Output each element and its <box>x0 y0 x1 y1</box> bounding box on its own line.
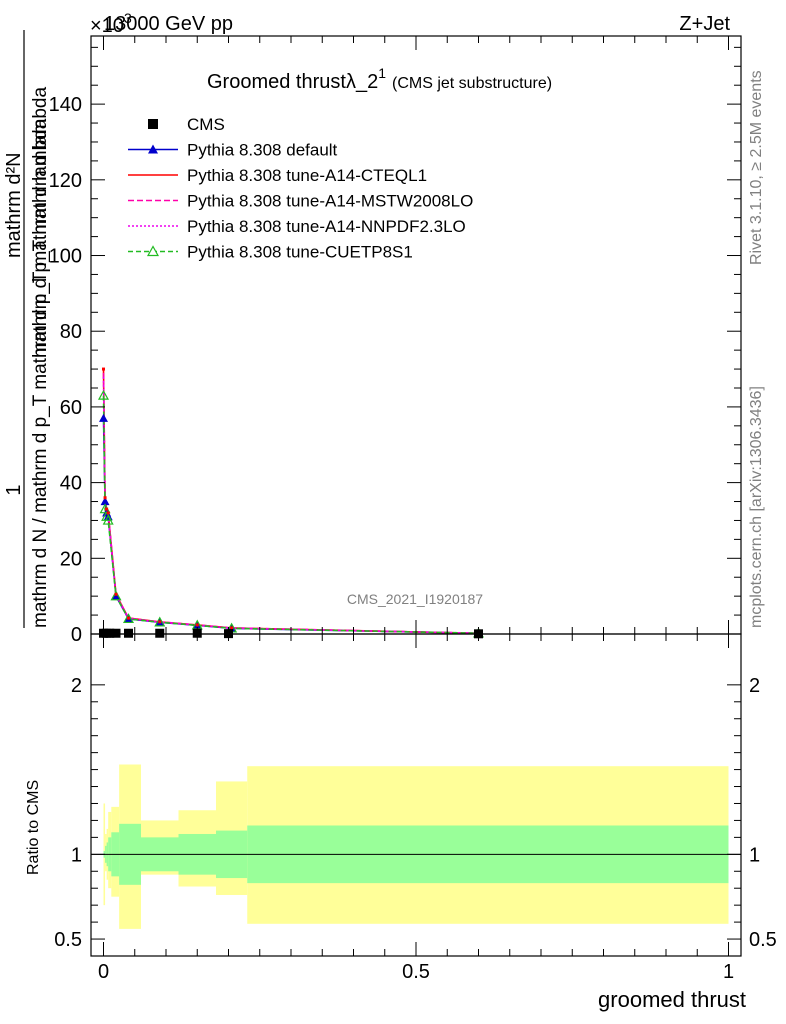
mcplots-label: mcplots.cern.ch [arXiv:1306.3436] <box>748 386 765 628</box>
cteql1-marker <box>105 507 109 511</box>
xlabel: groomed thrust <box>598 987 746 1012</box>
exponent-label: ×103 <box>90 10 132 37</box>
cms-data-point <box>124 628 133 638</box>
cuetp8s1-marker <box>97 389 110 400</box>
cteql1-marker <box>114 592 118 596</box>
ratio-ytick-label-left: 2 <box>71 675 82 697</box>
cms-data-point <box>111 628 121 638</box>
cteql1-marker <box>230 626 234 630</box>
cteql1-marker <box>127 616 130 620</box>
ylabel-frac2-den: mathrm d p_T mathrm d lambda <box>30 87 51 358</box>
cteql1-marker <box>106 511 110 515</box>
ylabel-frac1-den: mathrm d N / mathrm d p_T mathrm d p_T m… <box>30 118 51 628</box>
legend-label-5: Pythia 8.308 tune-CUETP8S1 <box>187 243 413 262</box>
xtick-label: 0 <box>98 961 109 983</box>
cuetp8s1-marker <box>102 514 114 525</box>
ratio-ytick-label-right: 2 <box>749 675 760 697</box>
main-ytick-label: 40 <box>60 473 82 495</box>
cms-data-point <box>105 628 115 638</box>
cms-data-point <box>155 628 165 638</box>
cteql1-marker <box>103 496 107 500</box>
ratio-ytick-label-right: 1 <box>749 844 760 866</box>
analysis-watermark: CMS_2021_I1920187 <box>347 591 483 607</box>
legend-label-1: Pythia 8.308 default <box>187 141 338 160</box>
xtick-label: 0.5 <box>402 961 430 983</box>
ratio-ylabel: Ratio to CMS <box>25 780 42 875</box>
ratio-ytick-label-left: 1 <box>71 844 82 866</box>
legend: CMS Pythia 8.308 default Pythia 8.308 tune… <box>128 115 473 262</box>
cuetp8s1-marker <box>110 590 122 601</box>
legend-label-2: Pythia 8.308 tune-A14-CTEQL1 <box>187 166 427 185</box>
main-ytick-label: 60 <box>60 397 82 419</box>
main-ytick-label: 0 <box>71 624 82 646</box>
main-ytick-label: 20 <box>60 548 82 570</box>
legend-marker-cms <box>148 119 158 129</box>
plot-title: Groomed thrustλ_21(CMS jet substructure) <box>207 65 552 93</box>
ratio-ytick-label-left: 0.5 <box>54 929 82 951</box>
rivet-label: Rivet 3.1.10, ≥ 2.5M events <box>748 70 765 265</box>
energy-label: 13000 GeV pp <box>104 13 233 35</box>
ylabel-frac2-num: mathrm d²N <box>3 152 25 258</box>
main-ytick-label: 120 <box>49 170 82 192</box>
legend-label-4: Pythia 8.308 tune-A14-NNPDF2.3LO <box>187 217 466 236</box>
cuetp8s1-marker <box>154 616 166 627</box>
ratio-ytick-label-right: 0.5 <box>749 929 777 951</box>
legend-marker-1 <box>148 144 158 154</box>
xtick-label: 1 <box>723 961 734 983</box>
cteql1-marker <box>158 620 162 624</box>
legend-label-0: CMS <box>187 115 225 134</box>
legend-label-3: Pythia 8.308 tune-A14-MSTW2008LO <box>187 192 473 211</box>
default-marker <box>99 413 108 422</box>
main-ytick-label: 80 <box>60 321 82 343</box>
default-marker <box>100 497 110 506</box>
cteql1-marker <box>102 367 105 371</box>
cuetp8s1-marker <box>122 613 135 624</box>
legend-marker-5 <box>146 245 160 257</box>
main-ylabel: 1 mathrm d N / mathrm d p_T mathrm d p_T… <box>3 30 51 628</box>
main-ytick-label: 140 <box>49 94 82 116</box>
process-label: Z+Jet <box>679 13 730 35</box>
series-line-4 <box>102 395 479 635</box>
ratio-panel <box>91 764 741 929</box>
ylabel-frac1-num: 1 <box>3 484 25 495</box>
cteql1-marker <box>195 623 199 627</box>
main-ytick-label: 100 <box>49 246 82 268</box>
main-panel <box>97 367 485 639</box>
